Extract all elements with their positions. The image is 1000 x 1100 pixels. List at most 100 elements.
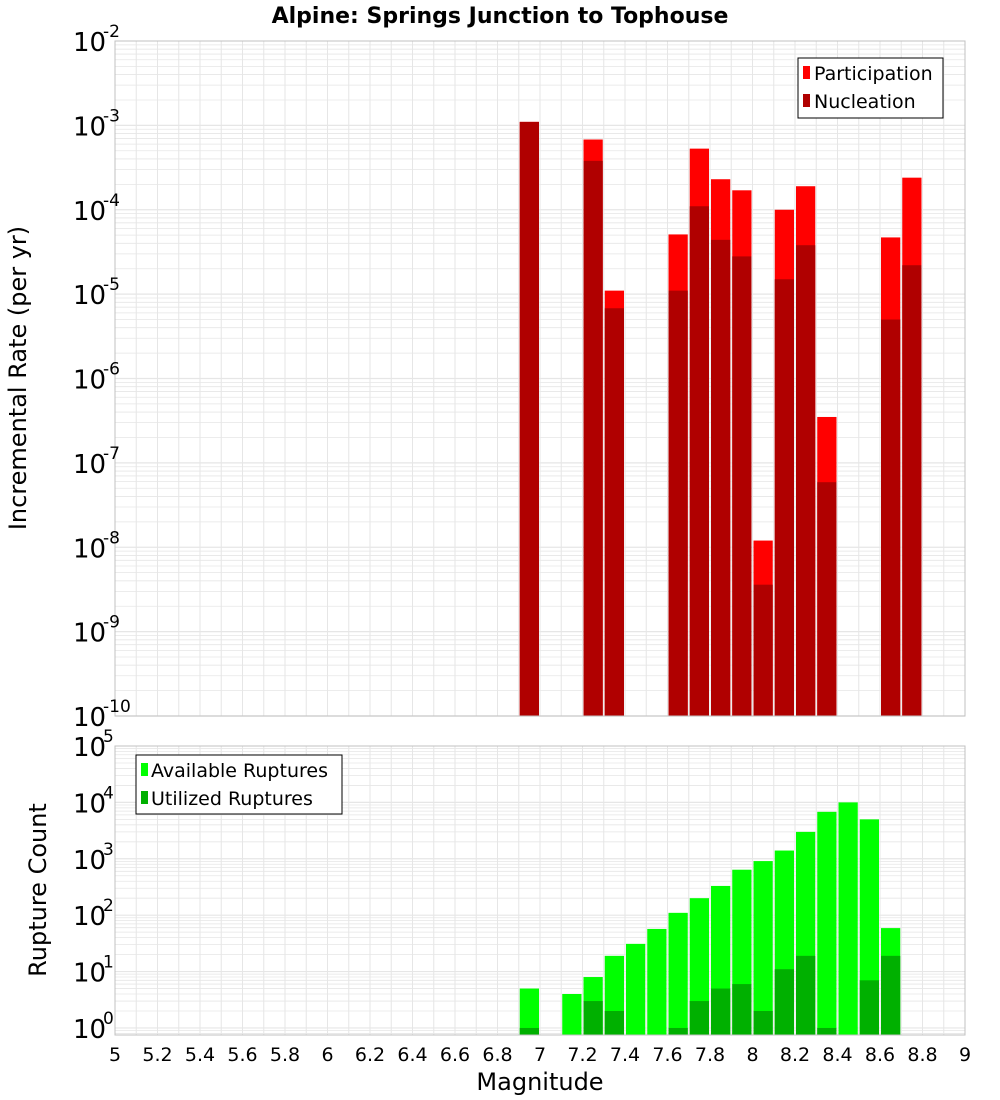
count-bar-utilized-ruptures — [817, 1027, 837, 1035]
legend-swatch-utilized — [141, 791, 148, 804]
svg-text:-3: -3 — [103, 106, 120, 126]
x-tick-label: 7 — [534, 1044, 546, 1066]
x-tick-label: 6.4 — [397, 1044, 427, 1066]
count-y-tick-label: 103 — [73, 840, 114, 876]
svg-text:10: 10 — [73, 28, 106, 58]
rate-y-tick-label: 10-10 — [73, 697, 131, 733]
rate-bar-nucleation — [753, 584, 773, 716]
count-panel-frame — [114, 745, 966, 1036]
count-bar-utilized-ruptures — [583, 1001, 603, 1035]
svg-text:-8: -8 — [103, 528, 120, 548]
rate-y-tick-label: 10-2 — [73, 22, 120, 58]
svg-text:10: 10 — [73, 902, 106, 932]
count-bar-utilized-ruptures — [711, 988, 731, 1035]
count-y-tick-label: 100 — [73, 1009, 114, 1045]
rate-y-tick-label: 10-5 — [73, 275, 120, 311]
rate-panel-y-axis-label: Incremental Rate (per yr) — [4, 226, 32, 530]
x-tick-label: 7.2 — [567, 1044, 597, 1066]
count-y-tick-label: 101 — [73, 953, 114, 989]
x-tick-label: 6.8 — [482, 1044, 512, 1066]
legend-label-utilized: Utilized Ruptures — [151, 788, 313, 810]
x-tick-label: 6 — [321, 1044, 333, 1066]
svg-text:10: 10 — [73, 703, 106, 733]
svg-text:2: 2 — [103, 896, 114, 916]
svg-text:5: 5 — [103, 727, 114, 747]
svg-text:10: 10 — [73, 534, 106, 564]
count-panel-bars — [519, 802, 901, 1035]
svg-text:-10: -10 — [103, 697, 131, 717]
legend-swatch-nucleation — [803, 94, 810, 107]
count-bar-utilized-ruptures — [774, 969, 794, 1035]
rate-bar-nucleation — [817, 482, 837, 716]
legend-label-participation: Participation — [814, 63, 933, 85]
svg-text:10: 10 — [73, 619, 106, 649]
rate-y-tick-label: 10-9 — [73, 613, 120, 649]
rate-bar-nucleation — [583, 160, 603, 717]
x-axis-label: Magnitude — [476, 1068, 603, 1096]
count-bar-available-ruptures — [647, 928, 667, 1035]
count-bar-available-ruptures — [689, 898, 709, 1035]
count-bar-available-ruptures — [668, 912, 688, 1035]
svg-text:10: 10 — [73, 366, 106, 396]
count-bar-available-ruptures — [626, 943, 646, 1035]
count-bar-available-ruptures — [562, 994, 582, 1035]
svg-text:10: 10 — [73, 959, 106, 989]
rate-y-tick-label: 10-6 — [73, 360, 120, 396]
rate-bar-nucleation — [902, 265, 922, 716]
legend-label-available: Available Ruptures — [151, 760, 328, 782]
x-tick-label: 8 — [746, 1044, 758, 1066]
x-tick-label: 5.8 — [270, 1044, 300, 1066]
svg-text:10: 10 — [73, 733, 106, 763]
rate-panel-frame — [114, 40, 966, 717]
count-panel-legend-box — [135, 754, 343, 815]
svg-text:10: 10 — [73, 450, 106, 480]
svg-text:-6: -6 — [103, 360, 120, 380]
x-tick-label: 6.6 — [440, 1044, 470, 1066]
rate-panel-grid — [114, 41, 966, 717]
x-tick-label: 6.2 — [355, 1044, 385, 1066]
svg-text:10: 10 — [73, 789, 106, 819]
svg-text:10: 10 — [73, 281, 106, 311]
count-bar-utilized-ruptures — [732, 984, 752, 1035]
count-bar-utilized-ruptures — [753, 1010, 773, 1035]
x-tick-label: 9 — [959, 1044, 971, 1066]
rate-bar-nucleation — [774, 279, 794, 716]
svg-text:1: 1 — [103, 953, 114, 973]
legend-swatch-available — [141, 763, 148, 776]
count-y-tick-label: 104 — [73, 783, 114, 819]
x-tick-label: 8.8 — [907, 1044, 937, 1066]
count-panel-y-axis-label: Rupture Count — [24, 803, 52, 977]
x-tick-label: 5.6 — [227, 1044, 257, 1066]
svg-text:10: 10 — [73, 197, 106, 227]
count-panel-x-ticks: 5 5.2 5.4 5.6 5.8 6 6.2 6.4 6.6 6.8 7 7.2 7.4 7.6 7.8 8… — [109, 1044, 971, 1066]
legend-label-nucleation: Nucleation — [814, 91, 916, 113]
svg-text:10: 10 — [73, 112, 106, 142]
count-bar-utilized-ruptures — [519, 1027, 539, 1035]
count-bar-available-ruptures — [817, 811, 837, 1035]
count-bar-utilized-ruptures — [859, 980, 879, 1035]
rate-bar-nucleation — [881, 319, 901, 716]
svg-text:-7: -7 — [103, 444, 120, 464]
rate-bar-nucleation — [732, 256, 752, 716]
x-tick-label: 7.4 — [610, 1044, 640, 1066]
rate-y-tick-label: 10-8 — [73, 528, 120, 564]
svg-text:3: 3 — [103, 840, 114, 860]
count-bar-utilized-ruptures — [689, 1001, 709, 1035]
x-tick-label: 8.4 — [822, 1044, 852, 1066]
count-bar-available-ruptures — [838, 802, 858, 1035]
svg-text:10: 10 — [73, 1015, 106, 1045]
x-tick-label: 5 — [109, 1044, 121, 1066]
count-bar-utilized-ruptures — [796, 955, 816, 1035]
rate-y-tick-label: 10-4 — [73, 191, 120, 227]
legend-swatch-participation — [803, 66, 810, 79]
rate-bar-nucleation — [689, 206, 709, 716]
count-panel-legend: Available Ruptures Utilized Ruptures — [135, 754, 343, 815]
rate-panel-legend-box — [797, 57, 944, 119]
svg-text:-5: -5 — [103, 275, 120, 295]
rate-bar-nucleation — [519, 121, 539, 716]
rate-panel-legend: Participation Nucleation — [797, 57, 944, 119]
